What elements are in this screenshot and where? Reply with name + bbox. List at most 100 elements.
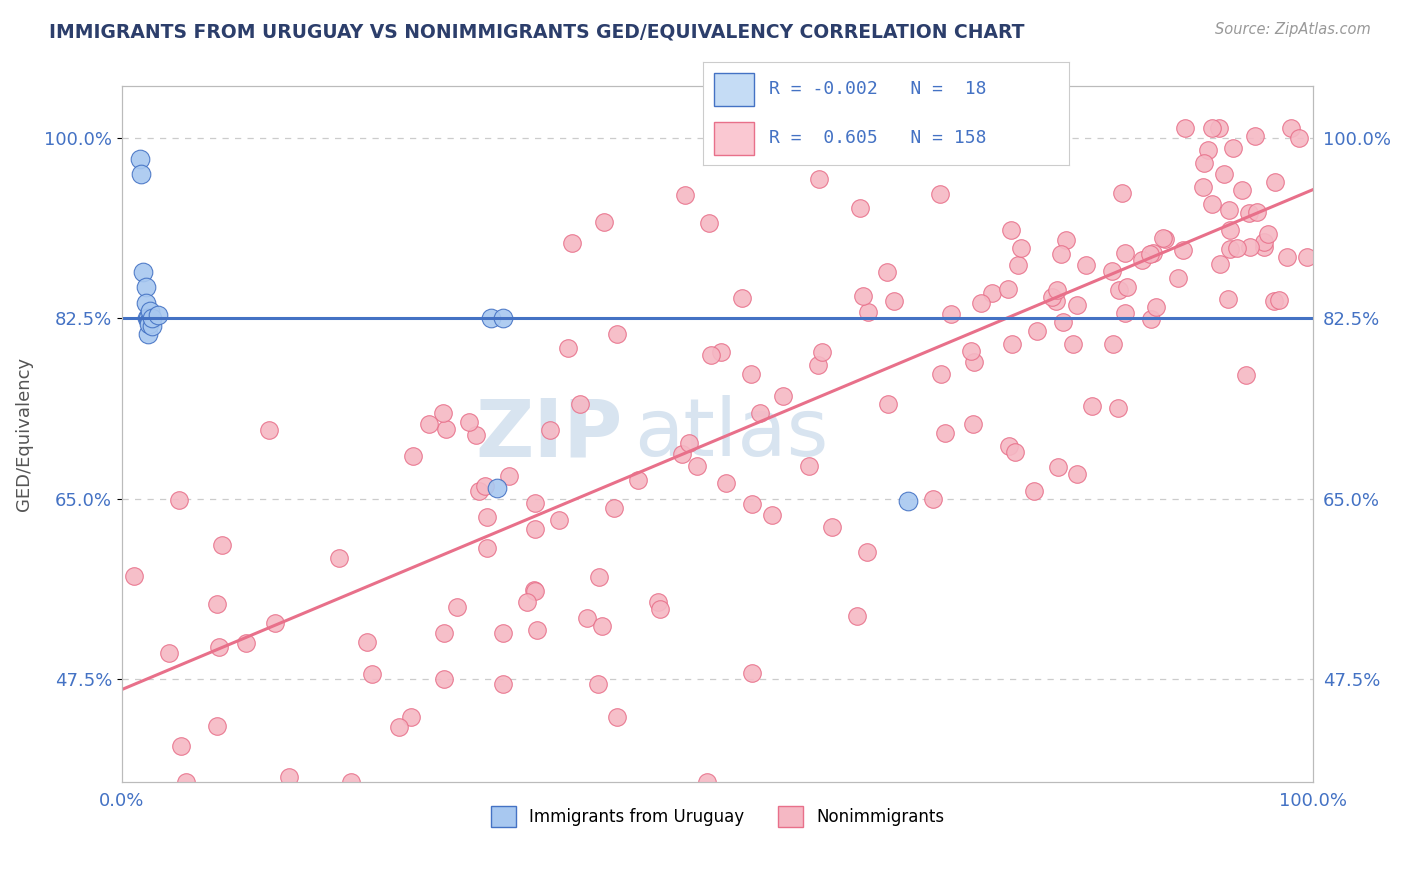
Point — [1208, 120, 1230, 135]
Point — [340, 775, 363, 789]
Point — [1173, 120, 1195, 135]
Point — [1010, 241, 1032, 255]
Point — [492, 311, 515, 326]
Point — [845, 609, 868, 624]
Point — [432, 406, 454, 420]
Point — [1167, 271, 1189, 285]
Point — [1040, 290, 1063, 304]
Point — [939, 307, 962, 321]
Point — [1000, 223, 1022, 237]
Point — [1219, 242, 1241, 256]
Point — [277, 770, 299, 784]
Point — [1144, 300, 1167, 314]
Point — [1046, 283, 1069, 297]
Point — [650, 601, 672, 615]
Point — [516, 594, 538, 608]
Point — [929, 368, 952, 382]
Point — [498, 469, 520, 483]
Point — [388, 720, 411, 734]
Point — [1108, 284, 1130, 298]
Point — [673, 188, 696, 202]
Point — [257, 423, 280, 437]
Point — [1107, 401, 1129, 415]
Point — [479, 311, 502, 326]
FancyBboxPatch shape — [714, 73, 754, 105]
Point — [696, 775, 718, 789]
Point — [1212, 167, 1234, 181]
Point — [135, 280, 157, 294]
Point — [980, 285, 1002, 300]
Point — [1032, 144, 1054, 158]
Point — [465, 427, 488, 442]
Point — [1264, 175, 1286, 189]
Point — [569, 397, 592, 411]
Point — [970, 296, 993, 310]
Point — [1066, 467, 1088, 482]
Point — [963, 355, 986, 369]
Point — [211, 538, 233, 552]
Point — [1130, 252, 1153, 267]
Point — [328, 551, 350, 566]
Point — [122, 569, 145, 583]
Text: R = -0.002   N =  18: R = -0.002 N = 18 — [769, 80, 986, 98]
FancyBboxPatch shape — [714, 122, 754, 155]
Point — [1001, 337, 1024, 351]
Point — [138, 317, 160, 331]
Point — [1007, 258, 1029, 272]
Point — [174, 775, 197, 789]
Point — [575, 610, 598, 624]
Point — [821, 520, 844, 534]
Point — [876, 265, 898, 279]
Point — [1114, 306, 1136, 320]
Point — [730, 292, 752, 306]
Point — [852, 289, 875, 303]
Point — [141, 311, 163, 326]
Point — [1046, 460, 1069, 475]
Point — [761, 508, 783, 522]
Point — [741, 497, 763, 511]
Point — [1045, 293, 1067, 308]
Point — [356, 635, 378, 649]
Point — [1201, 196, 1223, 211]
Point — [1191, 180, 1213, 194]
Text: Source: ZipAtlas.com: Source: ZipAtlas.com — [1215, 22, 1371, 37]
Point — [1234, 368, 1257, 382]
Point — [1026, 324, 1049, 338]
Point — [1076, 258, 1098, 272]
Point — [526, 624, 548, 638]
Point — [603, 500, 626, 515]
Point — [170, 739, 193, 753]
Point — [1268, 293, 1291, 308]
Point — [877, 397, 900, 411]
Point — [1197, 143, 1219, 157]
Point — [647, 595, 669, 609]
Point — [1114, 246, 1136, 260]
Point — [1288, 131, 1310, 145]
Point — [714, 476, 737, 491]
Point — [475, 510, 498, 524]
Point — [129, 167, 152, 181]
Point — [135, 296, 157, 310]
Point — [1279, 120, 1302, 135]
Point — [797, 458, 820, 473]
Point — [848, 202, 870, 216]
Point — [1218, 292, 1240, 306]
Point — [671, 447, 693, 461]
Point — [146, 308, 169, 322]
Point — [418, 417, 440, 431]
Point — [1219, 223, 1241, 237]
Point — [1111, 186, 1133, 200]
Point — [1277, 250, 1299, 264]
Point — [1201, 120, 1223, 135]
Point — [962, 417, 984, 431]
Point — [929, 187, 952, 202]
Point — [922, 492, 945, 507]
Point — [807, 358, 830, 372]
Point — [264, 616, 287, 631]
Point — [1024, 483, 1046, 498]
Point — [1253, 240, 1275, 254]
Point — [1239, 240, 1261, 254]
Point — [697, 217, 720, 231]
Point — [561, 236, 583, 251]
Point — [477, 541, 499, 555]
